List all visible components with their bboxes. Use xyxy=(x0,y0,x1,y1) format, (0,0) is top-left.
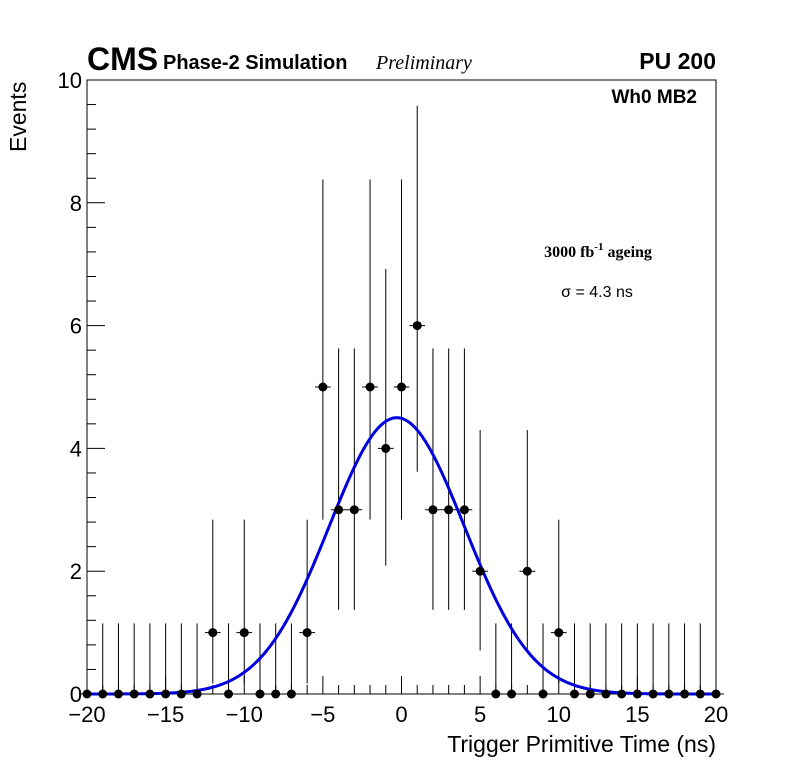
data-point xyxy=(554,628,564,638)
data-point xyxy=(617,689,627,699)
data-point xyxy=(271,689,281,699)
data-point xyxy=(192,689,202,699)
data-point xyxy=(82,689,92,699)
data-point xyxy=(255,689,265,699)
x-tick-label: 15 xyxy=(625,702,649,727)
data-point xyxy=(444,505,454,515)
x-tick-label: −10 xyxy=(226,702,263,727)
data-point xyxy=(239,628,249,638)
y-axis-ticks xyxy=(87,79,105,695)
x-tick-label: 20 xyxy=(704,702,728,727)
data-point xyxy=(475,566,485,576)
data-point xyxy=(412,321,422,331)
y-tick-label: 8 xyxy=(70,191,82,216)
data-point xyxy=(224,689,234,699)
x-axis-title: Trigger Primitive Time (ns) xyxy=(447,731,716,757)
data-point xyxy=(129,689,139,699)
data-point xyxy=(145,689,155,699)
preliminary-label: Preliminary xyxy=(375,52,472,74)
data-point xyxy=(538,689,548,699)
data-point xyxy=(428,505,438,515)
data-point xyxy=(507,689,517,699)
data-point xyxy=(491,689,501,699)
pileup-label: PU 200 xyxy=(639,48,716,74)
data-point xyxy=(680,689,690,699)
data-point xyxy=(664,689,674,699)
data-point xyxy=(695,689,705,699)
data-points xyxy=(82,321,721,699)
data-point xyxy=(397,382,406,392)
data-point xyxy=(334,505,344,515)
data-point xyxy=(286,689,296,699)
ageing-word: ageing xyxy=(603,244,651,261)
cms-label: CMS xyxy=(87,41,158,77)
data-point xyxy=(98,689,108,699)
data-point xyxy=(632,689,642,699)
data-point xyxy=(302,628,312,638)
x-tick-label: −20 xyxy=(68,702,105,727)
data-point xyxy=(161,689,171,699)
y-tick-label: 0 xyxy=(70,682,82,707)
y-tick-label: 2 xyxy=(70,559,82,584)
y-tick-label: 6 xyxy=(70,314,82,339)
data-point xyxy=(208,628,218,638)
data-point xyxy=(648,689,658,699)
x-tick-label: 0 xyxy=(395,702,407,727)
ageing-exponent: -1 xyxy=(594,241,603,253)
phase2-label: Phase-2 Simulation xyxy=(163,52,348,74)
x-tick-label: 10 xyxy=(547,702,571,727)
y-tick-labels: 0 2 4 6 8 10 xyxy=(58,68,82,707)
y-tick-label: 4 xyxy=(70,436,82,461)
data-point xyxy=(113,689,123,699)
error-bars xyxy=(79,105,724,695)
sigma-annotation: σ = 4.3 ns xyxy=(561,284,633,301)
ageing-annotation: 3000 fb-1 ageing xyxy=(544,241,652,261)
data-point xyxy=(365,382,375,392)
gaussian-fit-curve xyxy=(87,416,716,696)
data-point xyxy=(711,689,721,699)
x-tick-label: 5 xyxy=(474,702,486,727)
y-tick-label: 10 xyxy=(58,68,82,93)
x-tick-labels: −20 −15 −10 −5 0 5 10 15 20 xyxy=(68,702,728,727)
data-point xyxy=(176,689,186,699)
ageing-value: 3000 fb xyxy=(544,244,594,261)
region-label: Wh0 MB2 xyxy=(612,87,698,108)
x-tick-label: −15 xyxy=(147,702,184,727)
y-axis-title: Events xyxy=(5,82,31,152)
data-point xyxy=(585,689,595,699)
data-point xyxy=(381,443,391,453)
data-point xyxy=(349,505,359,515)
data-point xyxy=(601,689,611,699)
data-point xyxy=(459,505,469,515)
data-point xyxy=(522,566,532,576)
data-point xyxy=(318,382,328,392)
data-point xyxy=(569,689,579,699)
fit-curve-group xyxy=(87,416,716,696)
x-tick-label: −5 xyxy=(310,702,335,727)
